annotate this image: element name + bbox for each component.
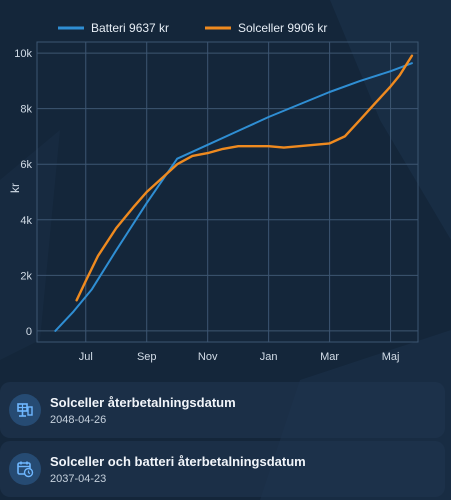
chart-card: Batteri 9637 kr Solceller 9906 kr kr 0 2k… (8, 21, 419, 363)
legend: Batteri 9637 kr Solceller 9906 kr (58, 21, 327, 35)
calendar-clock-icon (9, 453, 41, 485)
solar-battery-payback-date: 2037-04-23 (50, 473, 107, 485)
x-tick-label: Sep (137, 351, 157, 363)
solar-battery-payback-card[interactable]: Solceller och batteri återbetalningsdatu… (0, 441, 445, 497)
y-tick-label: 0 (26, 326, 32, 338)
y-axis-label: kr (8, 183, 22, 193)
line-chart: Batteri 9637 kr Solceller 9906 kr kr 0 2k… (8, 21, 419, 363)
x-tick-label: Maj (382, 351, 400, 363)
x-tick-label: Jan (260, 351, 278, 363)
x-tick-label: Jul (79, 351, 93, 363)
x-tick-label: Nov (198, 351, 218, 363)
y-tick-label: 4k (20, 215, 32, 227)
chart-series (54, 54, 414, 332)
solar-payback-card[interactable]: Solceller återbetalningsdatum 2048-04-26 (0, 382, 445, 438)
x-tick-labels: Jul Sep Nov Jan Mar Maj (79, 351, 400, 363)
y-tick-label: 10k (14, 48, 32, 60)
solar-battery-payback-title: Solceller och batteri återbetalningsdatu… (50, 454, 306, 469)
y-tick-label: 2k (20, 270, 32, 282)
series-line-batteri[interactable] (54, 62, 413, 332)
series-line-solceller[interactable] (75, 54, 414, 302)
solar-panel-icon (9, 394, 41, 426)
x-tick-label: Mar (320, 351, 339, 363)
plot-frame (36, 41, 419, 343)
y-tick-labels: 0 2k 4k 6k 8k 10k (14, 48, 32, 338)
legend-label-solceller[interactable]: Solceller 9906 kr (238, 21, 327, 35)
y-tick-label: 8k (20, 104, 32, 116)
legend-label-batteri[interactable]: Batteri 9637 kr (91, 21, 169, 35)
solar-payback-title: Solceller återbetalningsdatum (50, 395, 236, 410)
chart-grid (36, 41, 419, 343)
y-tick-label: 6k (20, 159, 32, 171)
solar-payback-date: 2048-04-26 (50, 414, 107, 426)
